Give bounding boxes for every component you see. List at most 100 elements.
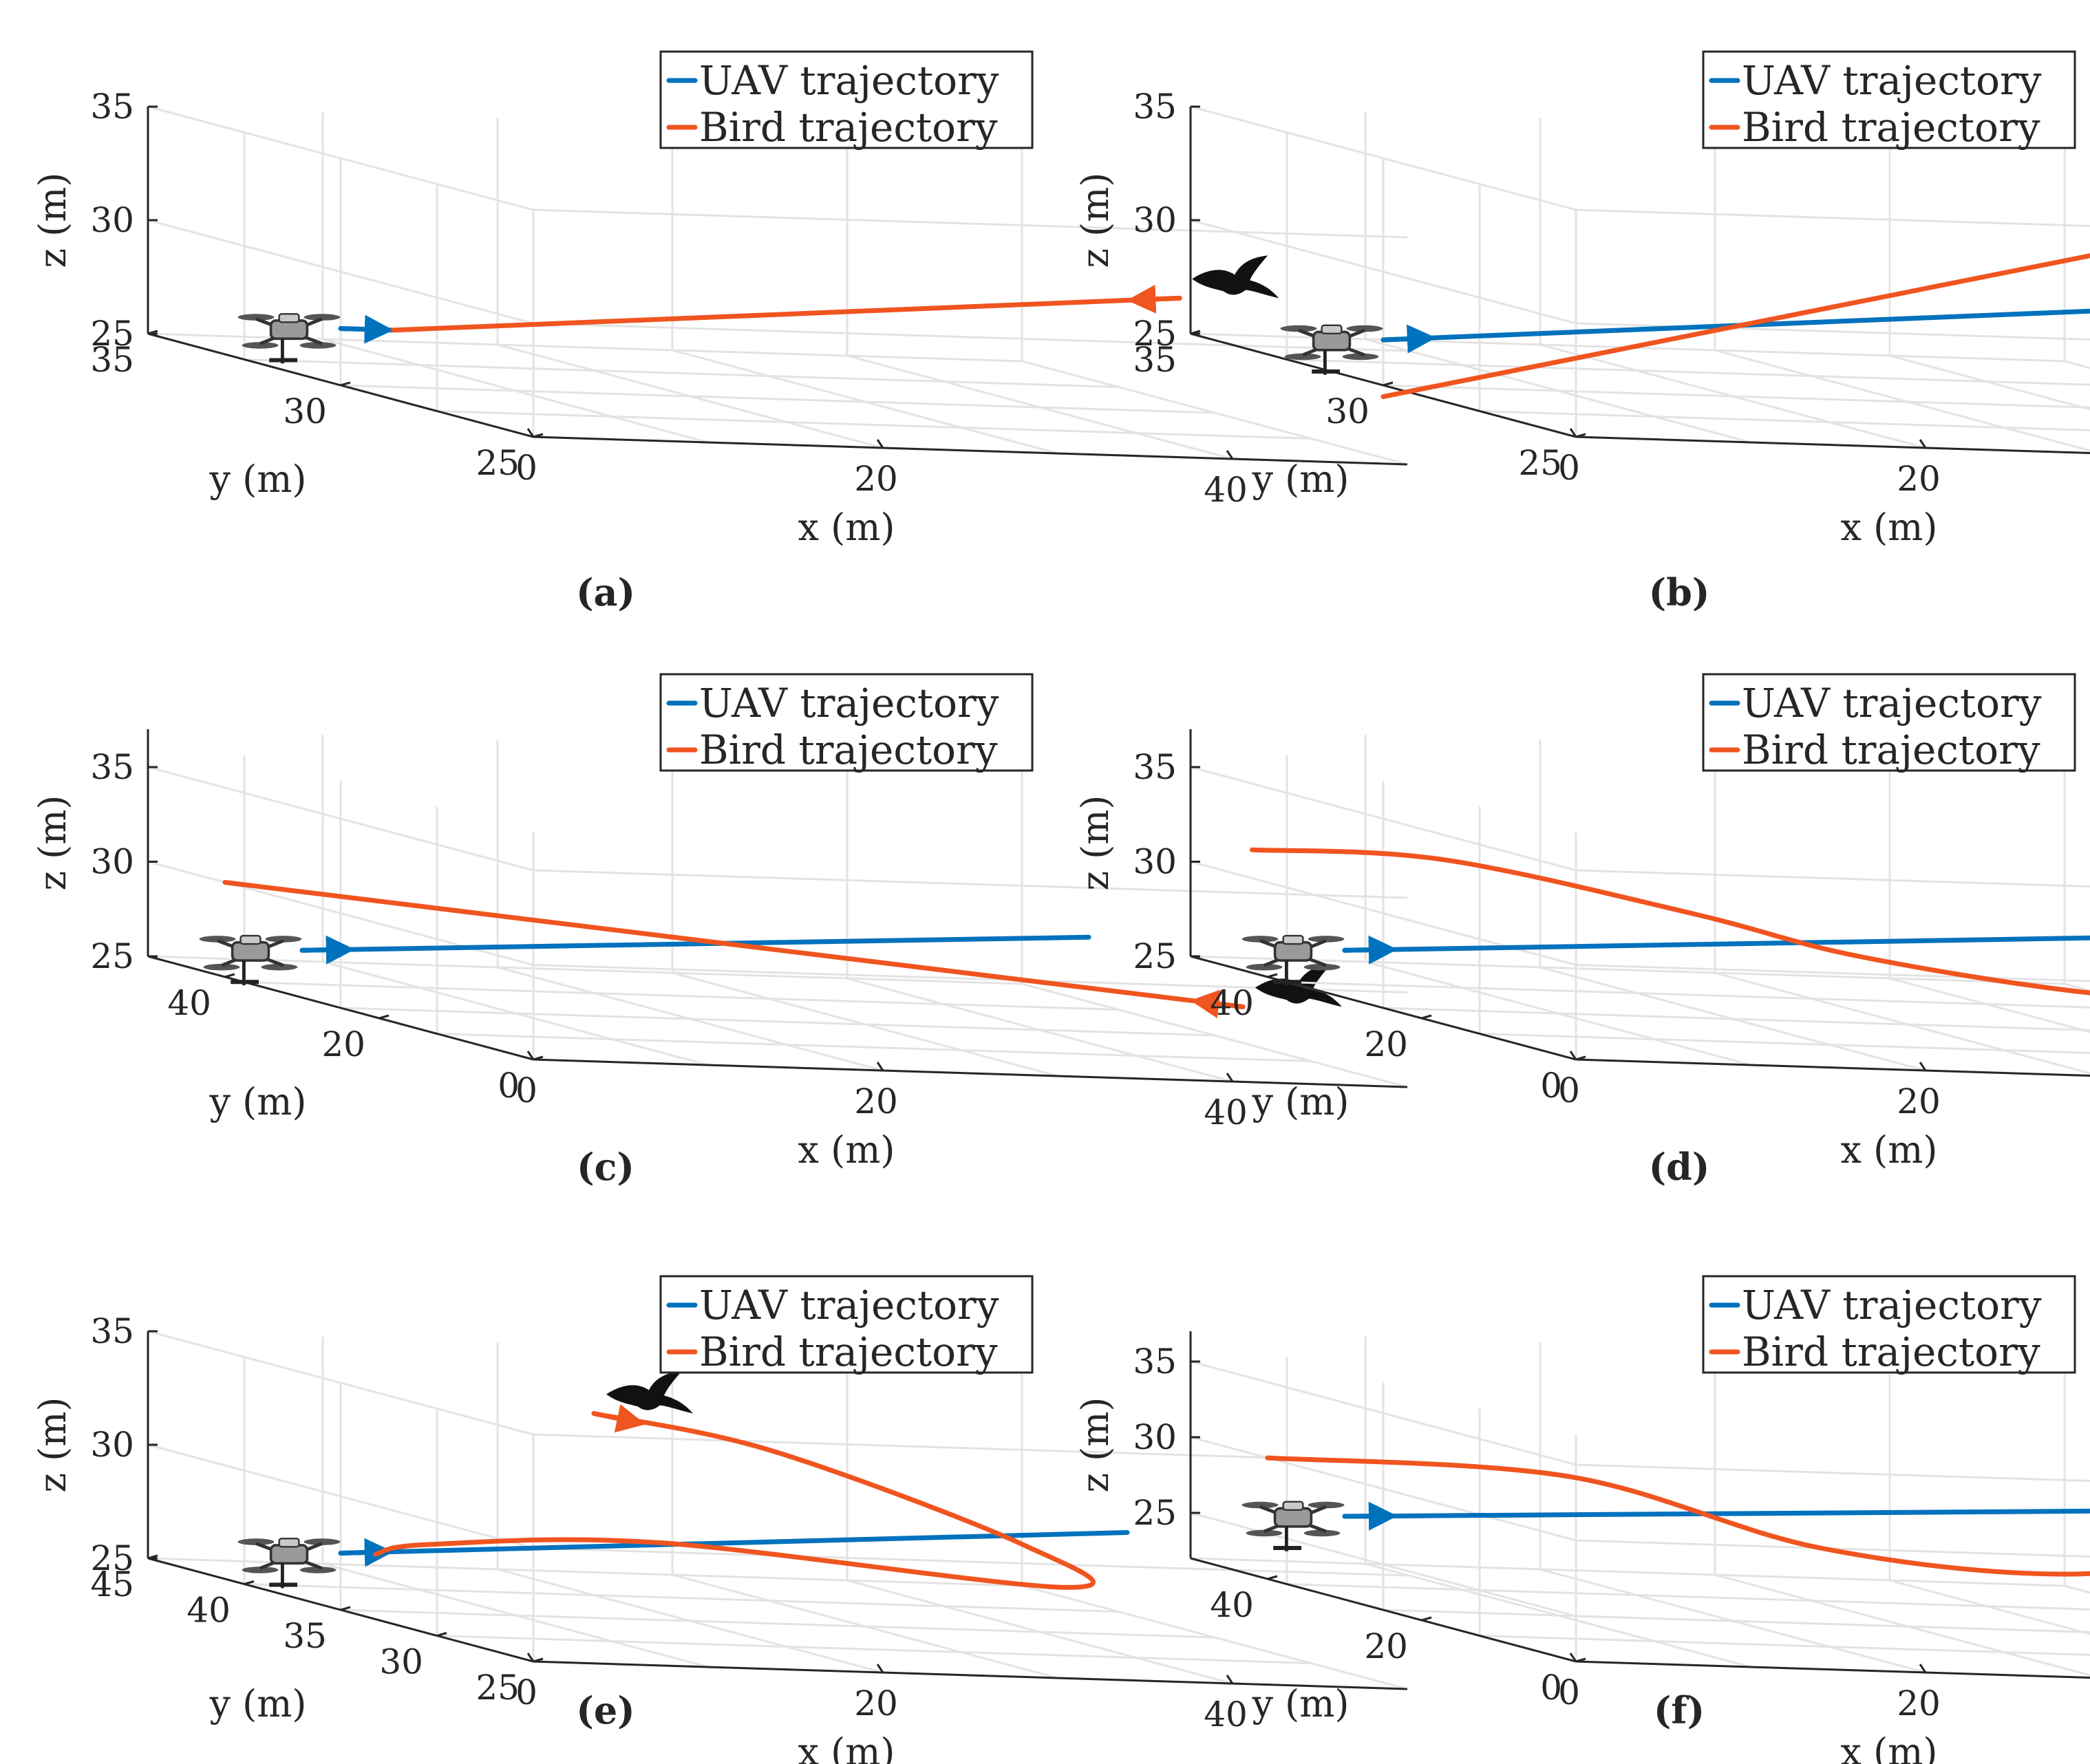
grid-line (436, 1033, 1312, 1062)
x-axis-line (533, 435, 1408, 466)
bird-direction-arrow (591, 1404, 646, 1433)
grid-line (1190, 1436, 1577, 1542)
x-tick (1569, 428, 1577, 438)
x-tick (1919, 1664, 1927, 1673)
x-tick (876, 1062, 884, 1071)
y-axis-line (147, 955, 534, 1061)
uav-trajectory-line (1342, 935, 2090, 953)
y-tick-label: 25 (1518, 443, 1562, 483)
grid-lines (147, 1330, 1408, 1690)
y-tick (1575, 1657, 1586, 1663)
bird-trajectory-line (1265, 1455, 2090, 1577)
z-tick-label: 25 (90, 936, 134, 976)
grid-line (1190, 766, 1577, 872)
grid-line (533, 1433, 1408, 1463)
y-tick-label: 40 (167, 983, 211, 1023)
panel-caption: (e) (576, 1688, 635, 1732)
y-tick-label: 40 (186, 1591, 231, 1631)
z-tick-label: 35 (90, 747, 134, 787)
x-tick-label: 0 (1558, 1071, 1580, 1110)
bird-trajectory-line (1250, 847, 2090, 996)
grid-line (147, 1330, 534, 1436)
grid-line (1190, 1512, 1577, 1617)
grid-line (1575, 1615, 2090, 1634)
z-tick-label: 30 (1133, 200, 1177, 240)
y-tick-label: 40 (1210, 983, 1254, 1023)
grid-line (147, 955, 1023, 985)
x-axis-label: x (m) (798, 1730, 895, 1764)
y-tick (1383, 381, 1394, 387)
z-tick-label: 30 (90, 200, 134, 240)
x-tick-label: 20 (854, 459, 898, 499)
x-axis-label: x (m) (798, 506, 895, 549)
grid-line (1190, 955, 2065, 985)
y-tick (340, 381, 351, 387)
uav-direction-arrow (299, 935, 355, 965)
y-tick (1421, 1014, 1432, 1020)
x-tick-label: 40 (1204, 1695, 1248, 1734)
y-tick (244, 1580, 255, 1585)
z-tick-label: 35 (1133, 1342, 1177, 1381)
x-tick (1919, 1062, 1927, 1071)
x-tick-label: 0 (515, 1672, 537, 1712)
grid-line (436, 410, 1312, 440)
grid-line (1190, 105, 1577, 211)
grid-line (340, 1609, 1215, 1639)
y-tick (147, 330, 158, 335)
y-tick-label: 35 (283, 1616, 327, 1656)
x-tick (526, 1653, 535, 1662)
y-tick-label: 20 (1364, 1024, 1408, 1064)
z-tick-label: 30 (1133, 1417, 1177, 1457)
uav-direction-arrow (1380, 324, 1436, 354)
grid-line (1383, 384, 2090, 409)
grid-line (147, 105, 534, 211)
legend-uav-label: UAV trajectory (1742, 57, 2042, 104)
z-tick-label: 25 (1133, 314, 1177, 354)
x-tick (1569, 1653, 1577, 1662)
z-tick-label: 25 (1133, 936, 1177, 976)
z-axis-label: z (m) (31, 1397, 74, 1493)
grid-line (1479, 410, 2090, 431)
grid-line (1575, 869, 2090, 888)
grid-line (147, 219, 534, 325)
y-axis-line (1190, 955, 1577, 1061)
grid-line (147, 1443, 534, 1549)
legend-uav-label: UAV trajectory (1742, 680, 2042, 727)
bird-silhouette-icon (1192, 255, 1279, 299)
x-axis-label: x (m) (1841, 1128, 1938, 1172)
x-tick-label: 0 (515, 1071, 537, 1110)
z-axis-label: z (m) (1074, 173, 1117, 268)
y-tick-label: 25 (476, 1668, 520, 1708)
uav-trajectory-line (1342, 1508, 2090, 1519)
z-tick-label: 30 (90, 1425, 134, 1465)
y-tick-label: 0 (1540, 1066, 1562, 1106)
y-tick (1575, 433, 1586, 438)
grid-lines (1189, 729, 2090, 1077)
legend-box (1702, 50, 2076, 149)
z-tick-label: 30 (90, 842, 134, 882)
x-tick-label: 20 (854, 1082, 898, 1121)
grid-line (340, 384, 1215, 414)
grid-line (1479, 1033, 2090, 1054)
z-axis-label: z (m) (31, 795, 74, 891)
uav-trajectory-line (338, 1530, 1130, 1556)
x-tick (1919, 439, 1927, 449)
z-axis-label: z (m) (31, 173, 74, 268)
x-tick-label: 20 (1897, 1082, 1941, 1121)
x-tick-label: 20 (854, 1684, 898, 1723)
grid-line (147, 766, 534, 872)
legend-uav-label: UAV trajectory (699, 680, 999, 727)
x-axis-label: x (m) (1841, 1730, 1938, 1764)
y-tick-label: 30 (379, 1642, 423, 1682)
legend-box (1702, 673, 2076, 772)
y-tick (1267, 1575, 1278, 1580)
grid-line (1479, 1635, 2090, 1656)
y-axis-label: y (m) (1251, 1080, 1349, 1123)
grid-line (1383, 1007, 2090, 1031)
x-tick (526, 1051, 535, 1060)
